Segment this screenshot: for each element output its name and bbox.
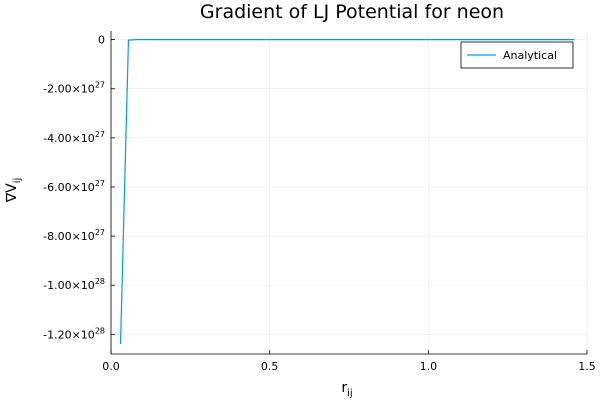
y-tick-label-2: -4.00×1027	[43, 130, 105, 145]
grid-lines	[110, 31, 588, 354]
y-tick-labels: 0 -2.00×1027 -4.00×1027 -6.00×1027 -8.00×102…	[43, 34, 105, 342]
series-lines	[119, 38, 575, 345]
y-tick-label-5: -1.00×1028	[43, 277, 105, 292]
x-tick-label-0: 0.0	[102, 360, 120, 373]
legend-label: Analytical	[503, 49, 557, 62]
axes	[110, 31, 588, 355]
chart-title: Gradient of LJ Potential for neon	[200, 1, 504, 23]
x-axis-label: rij	[341, 380, 352, 399]
x-tick-labels: 0.0 0.5 1.0 1.5	[102, 360, 596, 373]
y-tick-label-4: -8.00×1027	[43, 228, 105, 243]
x-tick-label-1: 0.5	[261, 360, 279, 373]
x-tick-label-2: 1.0	[420, 360, 438, 373]
series-line-0	[119, 38, 575, 345]
x-tick-label-3: 1.5	[578, 360, 596, 373]
y-tick-label-6: -1.20×1028	[43, 326, 105, 341]
y-axis-label: ∇Vij	[4, 178, 23, 204]
y-tick-label-0: 0	[98, 34, 105, 47]
legend: Analytical	[460, 41, 574, 69]
y-tick-label-1: -2.00×1027	[43, 81, 105, 96]
y-tick-label-3: -6.00×1027	[43, 179, 105, 194]
